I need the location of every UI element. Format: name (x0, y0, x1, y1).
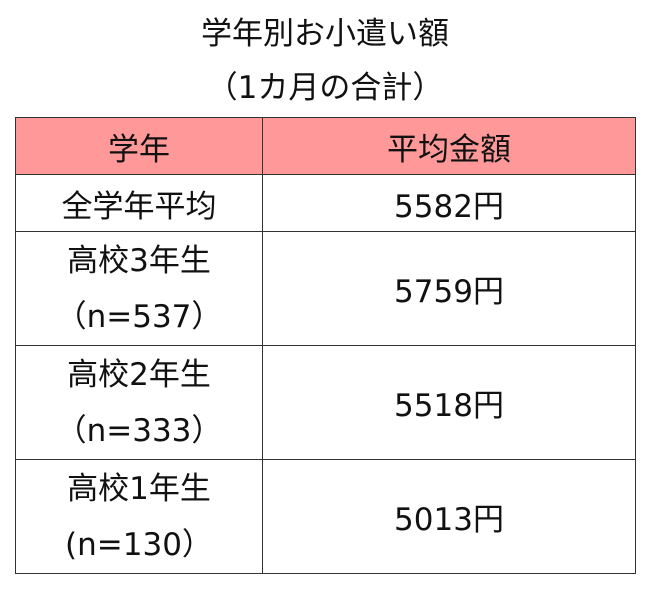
allowance-table: 学年 平均金額 全学年平均 5582円 高校3年生 （n=537） 5759円 … (15, 117, 636, 574)
header-grade: 学年 (15, 117, 263, 175)
sample-size: （n=537） (55, 298, 223, 335)
title-line-2: （1カ月の合計） (206, 70, 444, 106)
table-row: 高校1年生 (n=130） 5013円 (15, 459, 636, 574)
sample-size: （n=333） (55, 412, 223, 449)
title-line-1: 学年別お小遣い額 (201, 16, 449, 52)
amount-cell: 5759円 (262, 231, 636, 346)
amount-cell: 5013円 (262, 459, 636, 574)
grade-label: 高校2年生 (67, 356, 211, 393)
grade-cell: 高校1年生 (n=130） (15, 459, 263, 574)
table-row: 高校3年生 （n=537） 5759円 (15, 231, 636, 346)
header-average-amount: 平均金額 (262, 117, 636, 175)
table-row: 全学年平均 5582円 (15, 174, 636, 232)
table-row: 高校2年生 （n=333） 5518円 (15, 345, 636, 460)
amount-cell: 5518円 (262, 345, 636, 460)
table-header-row: 学年 平均金額 (15, 117, 636, 175)
amount-cell: 5582円 (262, 174, 636, 232)
grade-cell: 高校3年生 （n=537） (15, 231, 263, 346)
grade-cell: 全学年平均 (15, 174, 263, 232)
grade-label: 高校3年生 (67, 242, 211, 279)
sample-size: (n=130） (65, 526, 213, 563)
grade-label: 高校1年生 (67, 470, 211, 507)
grade-cell: 高校2年生 （n=333） (15, 345, 263, 460)
